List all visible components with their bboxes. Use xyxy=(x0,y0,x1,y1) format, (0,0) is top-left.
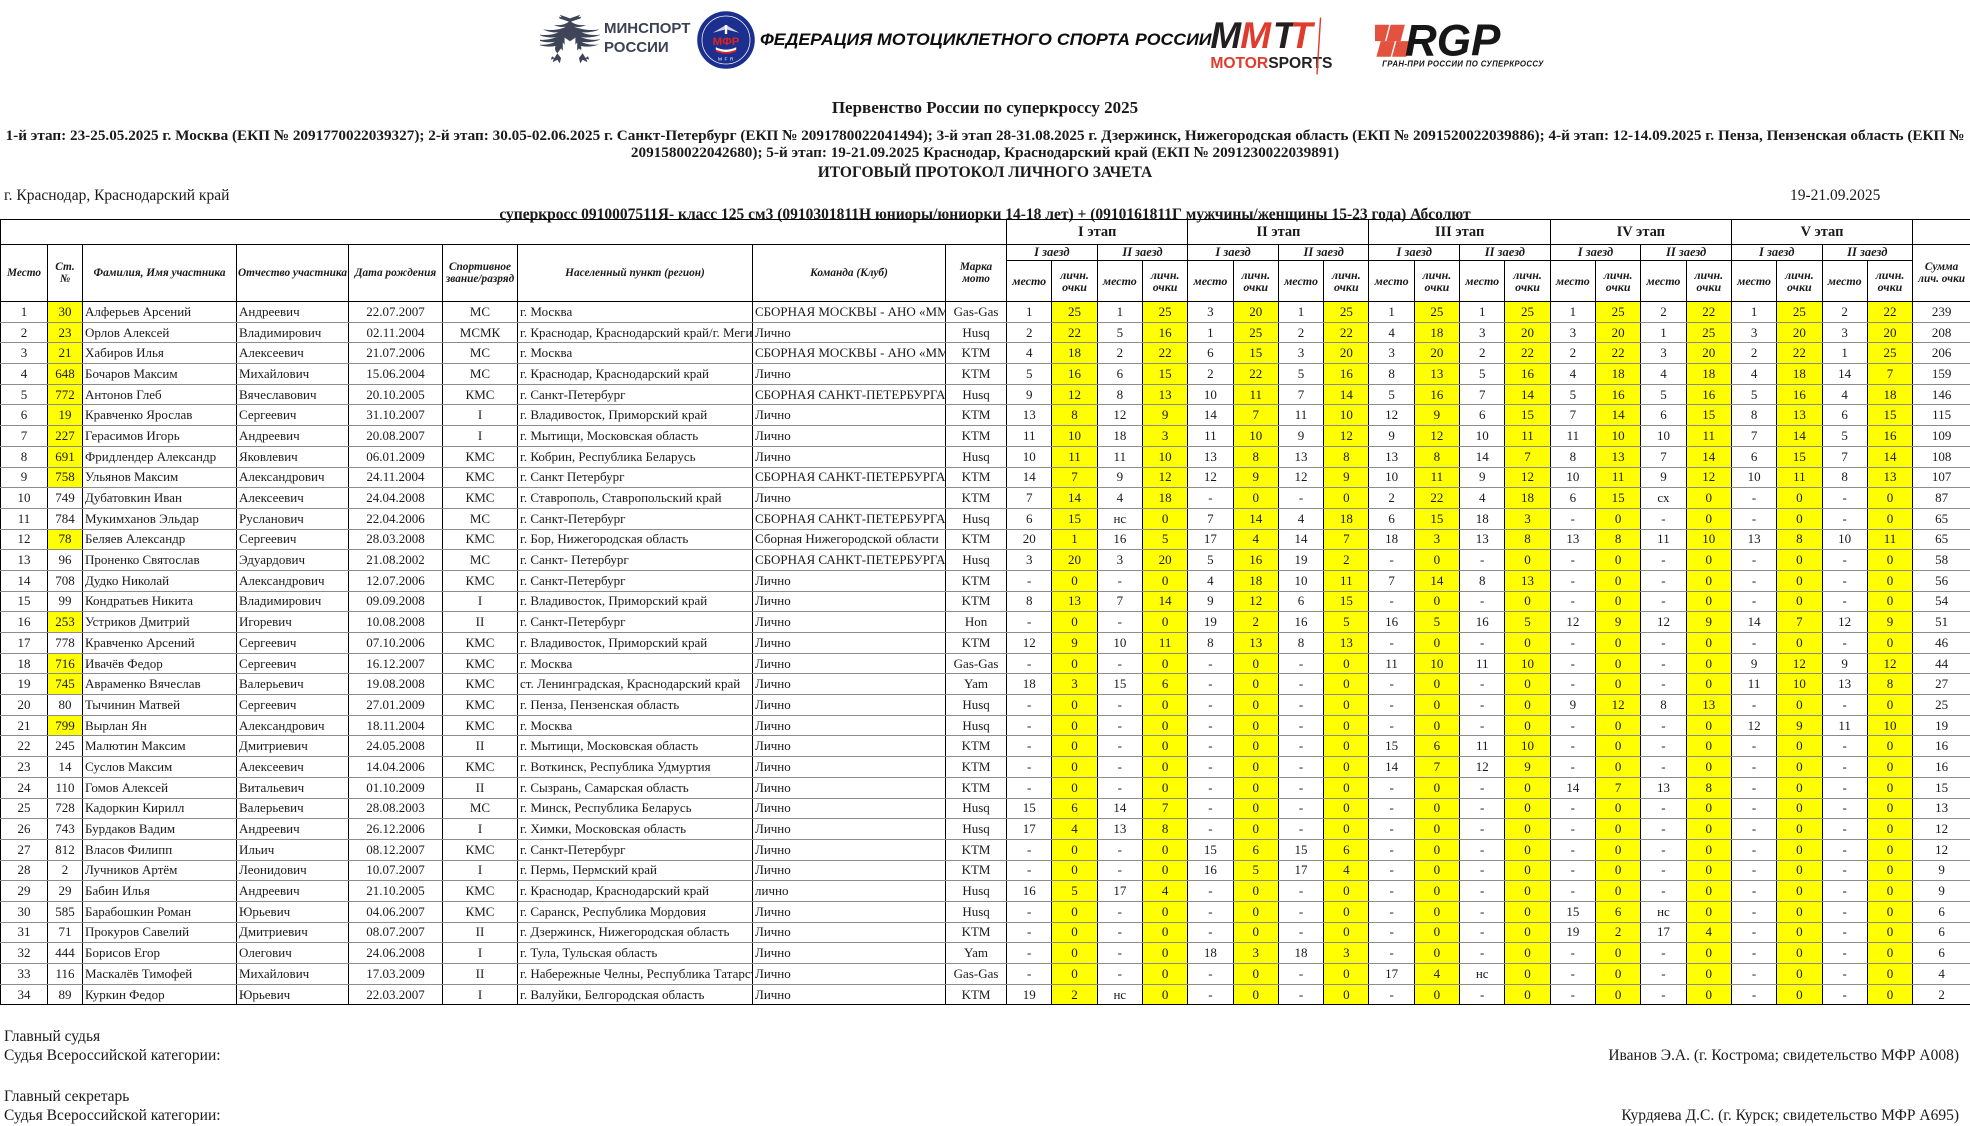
svg-text:M: M xyxy=(1210,15,1242,56)
svg-text:M: M xyxy=(1240,15,1272,56)
svg-text:T: T xyxy=(1290,15,1316,56)
svg-text:ГРАН-ПРИ РОССИИ ПО СУПЕРКРОССУ: ГРАН-ПРИ РОССИИ ПО СУПЕРКРОССУ xyxy=(1382,60,1544,69)
svg-text:M F R: M F R xyxy=(718,56,734,62)
svg-text:МФР: МФР xyxy=(713,36,740,48)
svg-text:RGP: RGP xyxy=(1405,16,1501,65)
svg-text:MOTORSPORTS: MOTORSPORTS xyxy=(1210,55,1332,72)
